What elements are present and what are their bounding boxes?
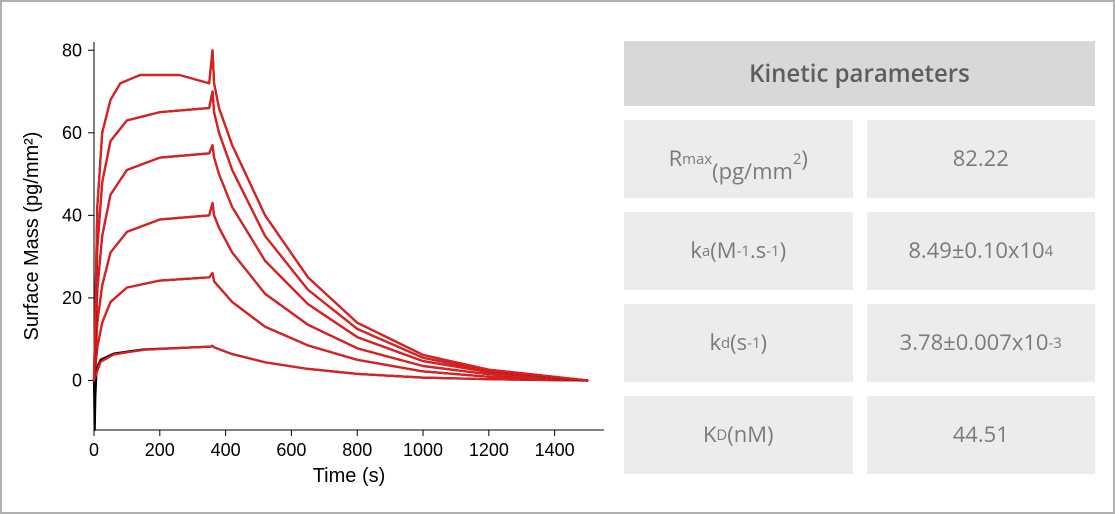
param-label: Rmax(pg/mm2) [624, 120, 853, 198]
svg-text:200: 200 [145, 440, 175, 460]
sensorgram-chart: 0204060800200400600800100012001400Time (… [16, 14, 616, 500]
table-row: KD (nM)44.51 [624, 396, 1095, 474]
svg-text:40: 40 [62, 205, 82, 225]
svg-text:600: 600 [276, 440, 306, 460]
table-header: Kinetic parameters [624, 41, 1095, 106]
svg-text:Surface Mass (pg/mm²): Surface Mass (pg/mm²) [21, 132, 43, 341]
svg-text:1000: 1000 [403, 440, 443, 460]
svg-text:1400: 1400 [535, 440, 575, 460]
param-label: kd (s-1) [624, 304, 853, 382]
figure-frame: 0204060800200400600800100012001400Time (… [0, 0, 1115, 514]
svg-text:60: 60 [62, 123, 82, 143]
svg-text:0: 0 [72, 370, 82, 390]
param-value: 3.78±0.007x10-3 [867, 304, 1096, 382]
svg-text:800: 800 [342, 440, 372, 460]
svg-text:0: 0 [89, 440, 99, 460]
param-value: 82.22 [867, 120, 1096, 198]
svg-text:1200: 1200 [469, 440, 509, 460]
svg-text:20: 20 [62, 288, 82, 308]
table-row: Rmax(pg/mm2)82.22 [624, 120, 1095, 198]
param-label: KD (nM) [624, 396, 853, 474]
param-label: ka (M-1.s-1) [624, 212, 853, 290]
chart-svg: 0204060800200400600800100012001400Time (… [16, 22, 616, 492]
table-row: ka (M-1.s-1)8.49±0.10x104 [624, 212, 1095, 290]
svg-text:400: 400 [211, 440, 241, 460]
table-row: kd (s-1)3.78±0.007x10-3 [624, 304, 1095, 382]
param-value: 8.49±0.10x104 [867, 212, 1096, 290]
param-value: 44.51 [867, 396, 1096, 474]
svg-text:80: 80 [62, 40, 82, 60]
kinetic-parameters-table: Kinetic parameters Rmax(pg/mm2)82.22ka (… [616, 41, 1095, 474]
svg-text:Time (s): Time (s) [313, 465, 386, 487]
